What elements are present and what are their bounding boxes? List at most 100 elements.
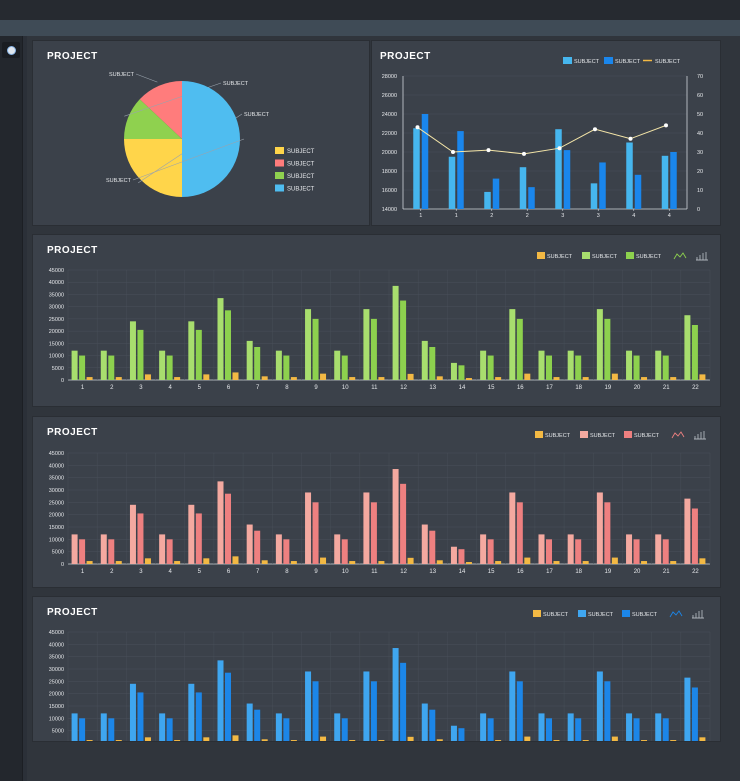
bar	[174, 377, 181, 380]
bar	[370, 502, 377, 564]
bar	[370, 681, 377, 741]
bar	[604, 502, 611, 564]
bar	[662, 539, 669, 564]
bar	[100, 534, 107, 564]
bar	[596, 309, 603, 380]
bar	[144, 737, 151, 741]
bar	[144, 558, 151, 564]
x-tick-label: 2	[526, 213, 529, 219]
bar	[261, 376, 268, 380]
legend-label: SUBJECT	[543, 612, 569, 618]
bar	[495, 561, 502, 564]
bar	[203, 374, 210, 380]
bar	[626, 534, 633, 564]
bar	[633, 355, 640, 380]
pie-slice	[139, 81, 182, 139]
y2-tick-label: 20	[697, 169, 703, 175]
pie-leader-line	[132, 138, 245, 181]
line-point	[451, 150, 455, 154]
bar	[604, 318, 611, 380]
bar	[225, 672, 231, 741]
bar	[261, 560, 268, 564]
line-point	[415, 125, 420, 130]
legend-swatch	[604, 57, 613, 64]
bar	[174, 740, 181, 741]
bar	[546, 539, 552, 564]
bar	[305, 309, 312, 380]
legend-label: SUBJECT	[590, 433, 616, 439]
bar	[115, 561, 122, 564]
bar	[634, 174, 642, 209]
bar	[378, 740, 385, 741]
bar	[283, 718, 290, 741]
bar	[290, 561, 297, 564]
bar	[655, 350, 662, 380]
panel-title: PROJECT	[47, 427, 98, 438]
y-tick-label: 40000	[49, 280, 64, 286]
legend-label: SUBJECT	[287, 162, 315, 168]
y-tick-label: 0	[61, 741, 64, 742]
x-tick-label: 9	[314, 569, 318, 575]
panel-title: PROJECT	[380, 51, 431, 62]
bar	[232, 372, 239, 380]
x-tick-label: 4	[668, 213, 671, 219]
y-tick-label: 25000	[49, 679, 64, 685]
bar	[71, 713, 78, 741]
bar	[86, 561, 93, 564]
legend-swatch	[580, 431, 588, 438]
bar	[195, 513, 202, 564]
bar	[166, 539, 173, 564]
line-point	[522, 151, 526, 156]
bar	[378, 561, 385, 564]
bar	[699, 374, 706, 380]
pie-label: SUBJECT	[106, 178, 132, 184]
legend-swatch	[535, 431, 543, 438]
legend-label: SUBJECT	[655, 59, 681, 65]
pie-label: SUBJECT	[109, 72, 135, 78]
y2-tick-label: 70	[697, 74, 703, 80]
y-tick-label: 45000	[49, 268, 64, 274]
bar	[108, 355, 115, 380]
bar	[662, 355, 669, 380]
y2-tick-label: 60	[697, 93, 703, 99]
bar	[392, 469, 399, 564]
bar	[392, 648, 399, 741]
bar	[626, 142, 633, 209]
bar	[567, 534, 574, 564]
y-tick-label: 35000	[49, 655, 64, 661]
y-tick-label: 10000	[49, 716, 64, 722]
x-tick-label: 3	[139, 385, 143, 391]
bar	[421, 340, 428, 380]
bar	[582, 740, 589, 741]
bar	[334, 350, 341, 380]
pie-leader-line	[135, 73, 158, 83]
y2-tick-label: 30	[697, 150, 703, 156]
x-tick-label: 4	[632, 213, 635, 219]
x-tick-label: 2	[110, 385, 114, 391]
pie-label: SUBJECT	[223, 81, 249, 87]
bar	[487, 355, 494, 380]
bar	[341, 355, 348, 380]
sidebar-home-button[interactable]	[2, 42, 20, 58]
y-tick-label: 15000	[49, 341, 64, 347]
bar	[684, 677, 691, 741]
y-tick-label: 10000	[49, 537, 64, 543]
bar	[400, 300, 407, 380]
bar	[188, 504, 195, 564]
bar	[626, 350, 633, 380]
bar	[407, 373, 414, 380]
bar	[458, 365, 465, 380]
bar	[466, 741, 472, 742]
y-tick-label: 45000	[49, 630, 64, 636]
legend-label: SUBJECT	[545, 433, 571, 439]
bar	[100, 350, 107, 380]
legend-label: SUBJECT	[547, 254, 573, 260]
bar	[400, 662, 407, 741]
bar	[553, 377, 560, 380]
x-tick-label: 3	[597, 213, 600, 219]
x-tick-label: 14	[459, 385, 466, 391]
bar	[524, 736, 531, 741]
bar	[290, 740, 297, 741]
x-tick-label: 19	[605, 569, 612, 575]
line-point	[557, 146, 562, 151]
